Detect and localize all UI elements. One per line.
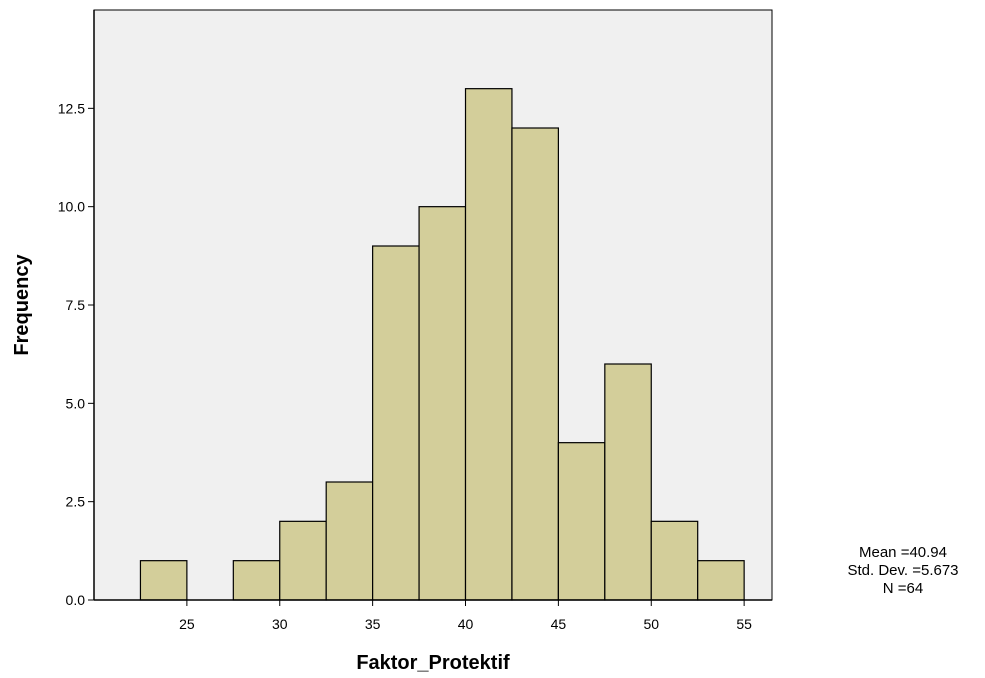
y-tick-label-5: 12.5 bbox=[58, 100, 85, 116]
y-tick-label-1: 2.5 bbox=[66, 494, 86, 510]
y-tick-label-4: 10.0 bbox=[58, 199, 85, 215]
x-axis: 25 30 35 40 45 50 55 bbox=[94, 599, 772, 632]
bars-group bbox=[139, 88, 745, 601]
x-tick-label-2: 35 bbox=[365, 616, 381, 632]
stat-mean: Mean =40.94 bbox=[859, 544, 947, 561]
y-axis-title: Frequency bbox=[11, 254, 33, 356]
histogram-bar-4 bbox=[325, 481, 374, 601]
histogram-bar-2 bbox=[232, 560, 281, 601]
statistics-box: Mean =40.94 Std. Dev. =5.673 N =64 bbox=[847, 544, 958, 597]
x-tick-label-1: 30 bbox=[272, 616, 288, 632]
histogram-bar-0 bbox=[139, 560, 188, 601]
y-tick-label-0: 0.0 bbox=[66, 592, 86, 608]
x-tick-label-3: 40 bbox=[458, 616, 474, 632]
histogram-bar-8 bbox=[511, 127, 559, 601]
x-tick-label-0: 25 bbox=[179, 616, 195, 632]
y-tick-label-3: 7.5 bbox=[66, 297, 86, 313]
histogram-bar-5 bbox=[372, 245, 420, 601]
histogram-bar-3 bbox=[279, 520, 327, 601]
histogram-bar-7 bbox=[464, 88, 513, 601]
x-tick-label-6: 55 bbox=[736, 616, 752, 632]
histogram-bar-12 bbox=[697, 560, 745, 601]
x-axis-title: Faktor_Protektif bbox=[356, 652, 510, 674]
y-tick-label-2: 5.0 bbox=[66, 395, 86, 411]
histogram-bar-10 bbox=[604, 363, 652, 601]
stat-n: N =64 bbox=[883, 580, 923, 597]
stat-std-dev: Std. Dev. =5.673 bbox=[847, 562, 958, 579]
x-tick-label-5: 50 bbox=[643, 616, 659, 632]
histogram-bar-11 bbox=[650, 520, 699, 601]
histogram-bar-9 bbox=[557, 442, 606, 601]
x-tick-label-4: 45 bbox=[551, 616, 567, 632]
y-axis: 0.0 2.5 5.0 7.5 10.0 12.5 bbox=[58, 10, 95, 608]
histogram-bar-6 bbox=[418, 206, 467, 601]
